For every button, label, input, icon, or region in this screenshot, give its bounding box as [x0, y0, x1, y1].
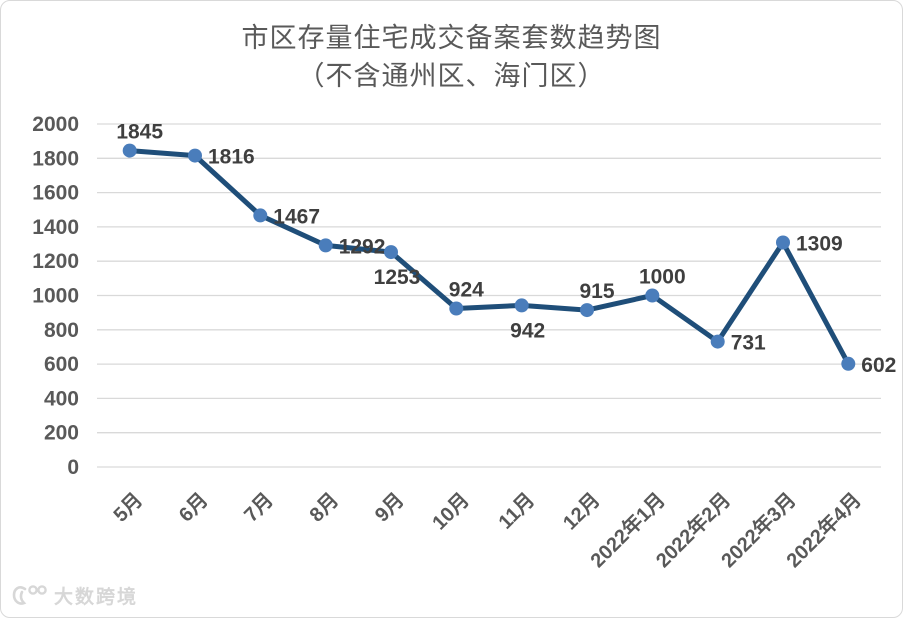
data-point-8月 — [318, 238, 333, 253]
x-axis-label-6月: 6月 — [175, 489, 213, 527]
y-axis-tick-1200: 1200 — [32, 250, 79, 273]
chart-title-line1: 市区存量住宅成交备案套数趋势图 — [241, 23, 662, 53]
watermark-text: 大数跨境 — [54, 587, 139, 608]
data-label-2022年2月: 731 — [731, 332, 766, 355]
data-point-7月 — [253, 208, 268, 223]
y-axis-tick-0: 0 — [67, 456, 79, 479]
chart-title: 市区存量住宅成交备案套数趋势图 （不含通州区、海门区） — [1, 19, 902, 95]
x-axis-label-8月: 8月 — [306, 489, 344, 527]
x-axis-label-7月: 7月 — [240, 489, 278, 527]
x-axis-label-5月: 5月 — [110, 489, 148, 527]
data-point-11月 — [514, 298, 529, 313]
y-axis-tick-1000: 1000 — [32, 285, 79, 308]
x-axis-label-9月: 9月 — [371, 489, 409, 527]
data-label-9月: 1253 — [374, 266, 421, 289]
data-label-7月: 1467 — [273, 205, 320, 228]
x-axis-label-10月: 10月 — [428, 489, 473, 534]
data-label-11月: 942 — [510, 319, 545, 342]
data-label-5月: 1845 — [116, 121, 163, 144]
y-axis-tick-2000: 2000 — [32, 113, 79, 136]
data-label-8月: 1292 — [339, 235, 386, 258]
y-axis-tick-1800: 1800 — [32, 147, 79, 170]
data-point-5月 — [122, 143, 137, 158]
data-label-2022年3月: 1309 — [796, 233, 843, 256]
y-axis-tick-400: 400 — [44, 387, 79, 410]
data-point-2022年4月 — [841, 356, 856, 371]
data-point-2022年2月 — [710, 334, 725, 349]
data-point-6月 — [188, 148, 202, 163]
y-axis-tick-1600: 1600 — [32, 182, 79, 205]
data-label-12月: 915 — [579, 280, 614, 303]
data-point-10月 — [449, 301, 464, 316]
data-point-2022年3月 — [776, 235, 790, 250]
data-label-2022年4月: 602 — [861, 354, 896, 377]
y-axis-tick-800: 800 — [44, 319, 79, 342]
watermark: 大数跨境 — [11, 582, 138, 609]
data-label-10月: 924 — [449, 279, 484, 302]
dashu-kuajing-logo-icon — [11, 583, 49, 609]
y-axis-tick-200: 200 — [44, 422, 79, 445]
y-axis-tick-1400: 1400 — [32, 216, 79, 239]
data-point-12月 — [580, 303, 594, 318]
data-point-2022年1月 — [645, 288, 660, 303]
y-axis-tick-600: 600 — [44, 353, 79, 376]
data-label-2022年1月: 1000 — [639, 266, 686, 289]
data-point-9月 — [384, 245, 398, 260]
x-axis-label-11月: 11月 — [495, 489, 540, 534]
data-label-6月: 1816 — [208, 146, 255, 169]
chart-title-line2: （不含通州区、海门区） — [297, 61, 606, 91]
series-line — [127, 148, 851, 367]
x-axis-label-12月: 12月 — [559, 489, 604, 534]
